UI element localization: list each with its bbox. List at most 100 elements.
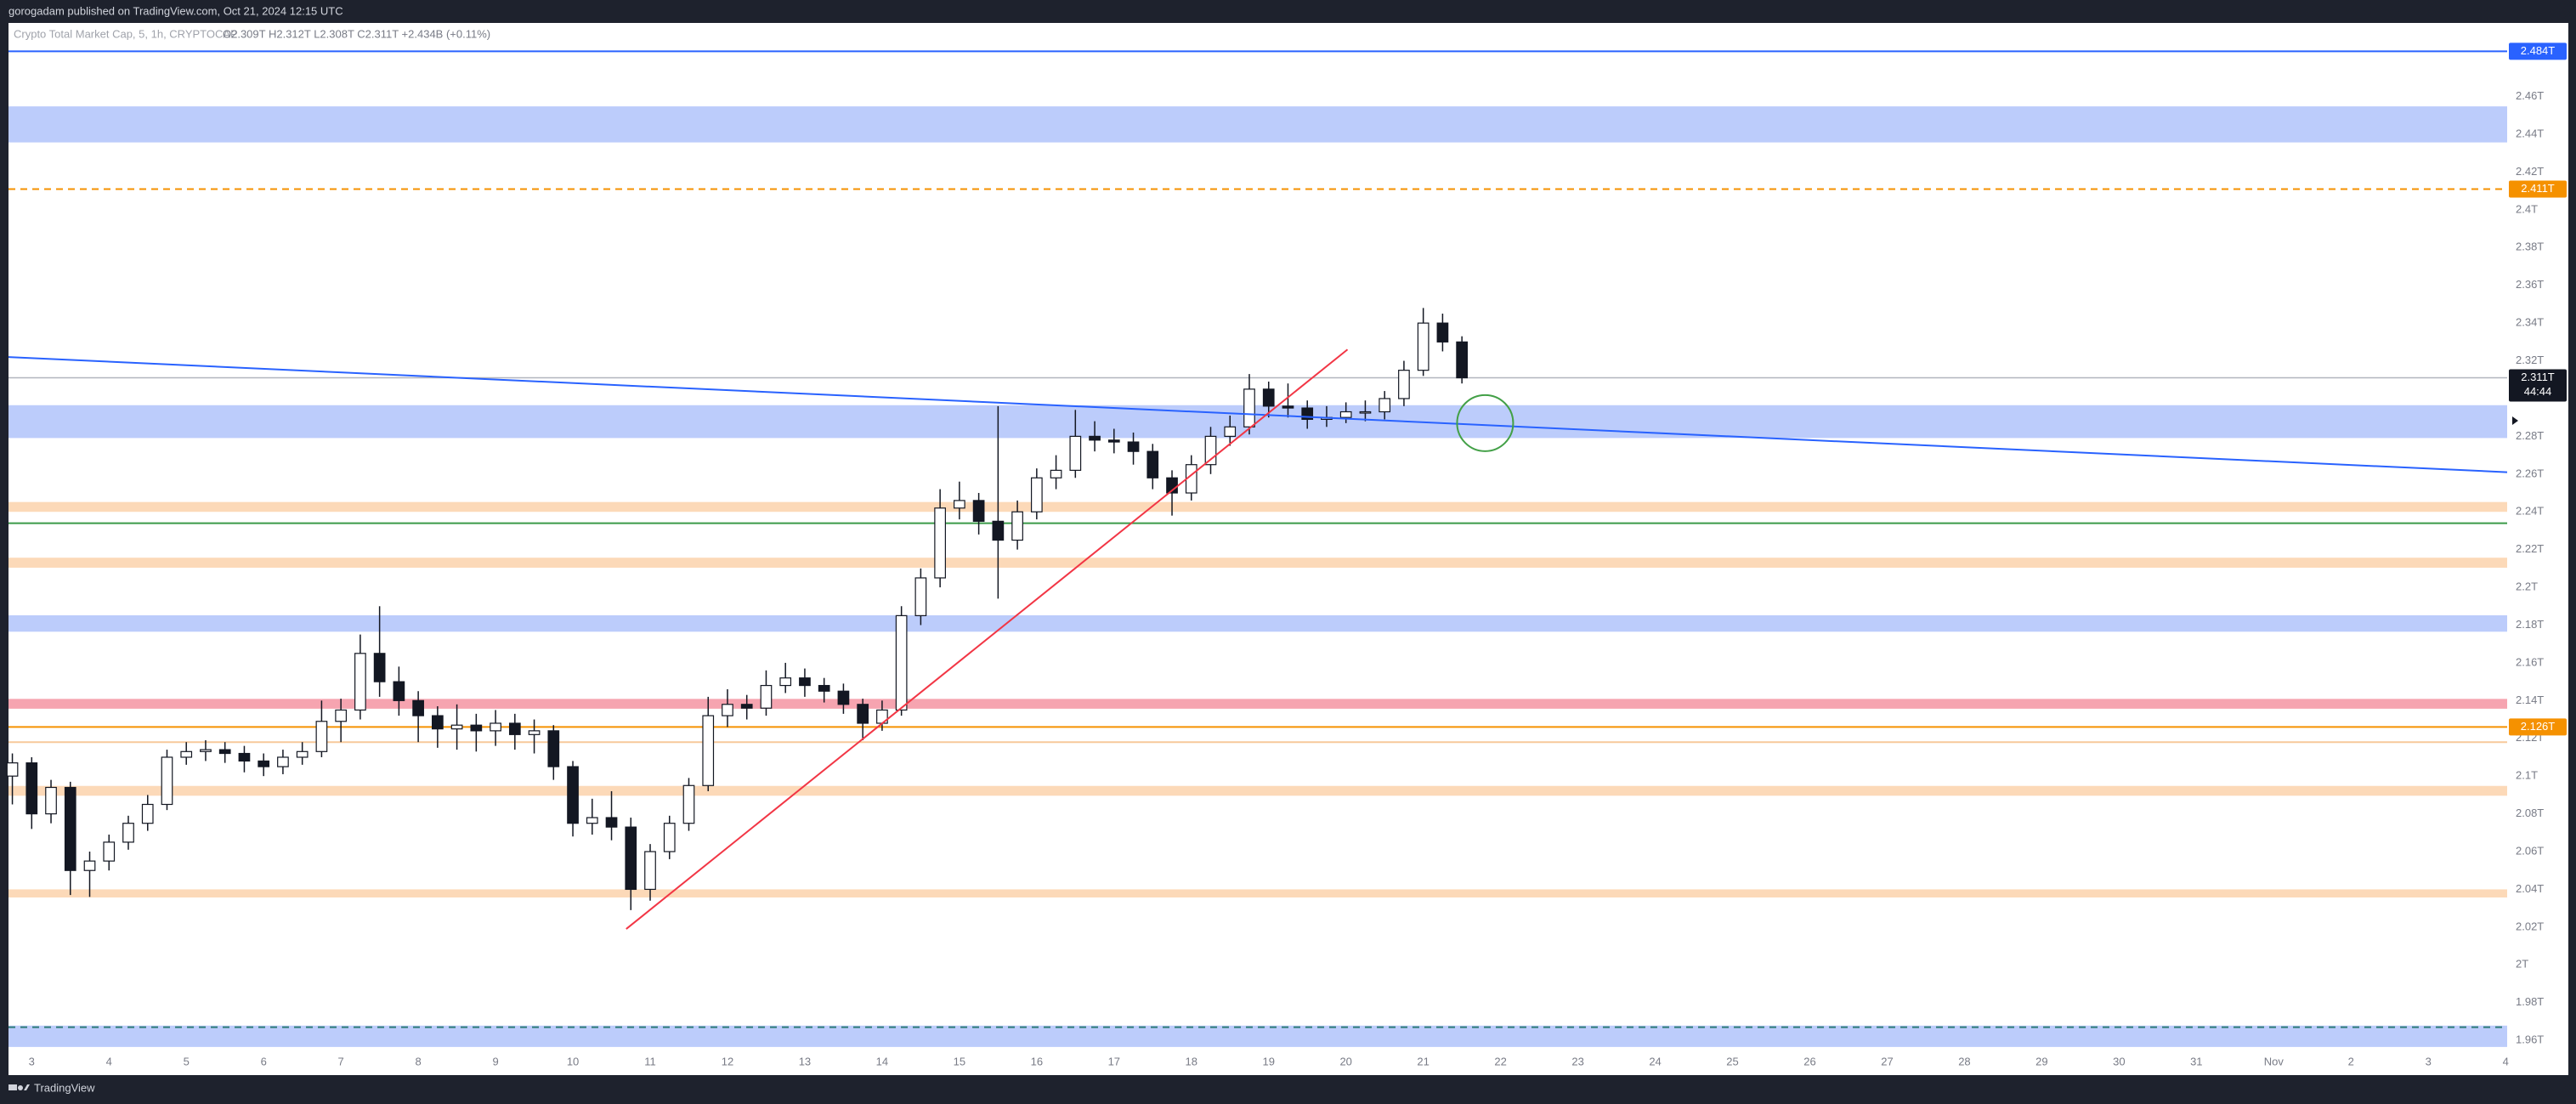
y-tick-label: 2.06T xyxy=(2516,844,2544,857)
scroll-arrow xyxy=(2512,416,2518,425)
chart-title: Crypto Total Market Cap, 5, 1h, CRYPTOCA… xyxy=(14,27,238,40)
candle-body xyxy=(605,817,618,828)
candle-body xyxy=(1398,370,1410,399)
candle-body xyxy=(25,762,38,815)
candle-body xyxy=(567,766,579,824)
candle-body xyxy=(644,851,656,891)
candle-body xyxy=(1243,388,1255,427)
candle-body xyxy=(432,715,444,730)
x-tick-label: 12 xyxy=(722,1055,733,1067)
x-tick-label: 3 xyxy=(29,1055,35,1067)
brand-logo xyxy=(8,1084,30,1090)
x-tick-label: 31 xyxy=(2190,1055,2202,1067)
candle-body xyxy=(6,762,19,777)
candle-body xyxy=(1030,477,1043,512)
candle-body xyxy=(740,704,753,709)
candle-body xyxy=(296,750,309,758)
candle-body xyxy=(914,577,927,616)
candle-body xyxy=(103,841,116,862)
price-label-box xyxy=(2509,718,2567,736)
candle-body xyxy=(277,756,289,767)
candle-body xyxy=(218,749,231,755)
candle-body xyxy=(1011,511,1023,541)
candle-body xyxy=(258,760,270,767)
candle-body xyxy=(450,724,463,730)
x-tick-label: 17 xyxy=(1108,1055,1120,1067)
candle-body xyxy=(1456,341,1469,379)
candle-body xyxy=(818,684,830,692)
zone xyxy=(8,785,2507,796)
candle-body xyxy=(1417,322,1430,371)
y-tick-label: 2.36T xyxy=(2516,278,2544,291)
y-tick-label: 2.08T xyxy=(2516,807,2544,819)
y-tick-label: 1.98T xyxy=(2516,995,2544,1008)
x-tick-label: 7 xyxy=(338,1055,344,1067)
candle-body xyxy=(1339,410,1352,418)
x-tick-label: 10 xyxy=(567,1055,579,1067)
candle-body xyxy=(954,500,965,509)
candle-body xyxy=(682,784,695,824)
y-tick-label: 2.1T xyxy=(2516,769,2538,782)
x-tick-label: 16 xyxy=(1031,1055,1043,1067)
x-tick-label: 15 xyxy=(954,1055,965,1067)
candle-body xyxy=(141,803,154,824)
candle-body xyxy=(64,786,76,871)
y-tick-label: 2.02T xyxy=(2516,920,2544,932)
zone xyxy=(8,614,2507,632)
x-tick-label: 8 xyxy=(415,1055,421,1067)
candle-body xyxy=(122,823,134,843)
y-tick-label: 2.2T xyxy=(2516,580,2538,593)
y-tick-label: 2.44T xyxy=(2516,127,2544,139)
y-tick-label: 2.42T xyxy=(2516,165,2544,178)
candle-body xyxy=(857,704,869,724)
candle-body xyxy=(799,677,811,687)
candle-body xyxy=(972,500,985,522)
x-tick-label: 20 xyxy=(1339,1055,1351,1067)
last-price-box xyxy=(2509,369,2567,402)
candle-body xyxy=(1050,469,1062,478)
candle-body xyxy=(528,730,541,735)
highlight-circle xyxy=(1456,393,1514,452)
publisher: gorogadam published on TradingView.com, … xyxy=(8,4,343,17)
y-tick-label: 2.38T xyxy=(2516,241,2544,253)
candle-body xyxy=(83,860,96,871)
trendline xyxy=(626,348,1349,930)
price-label: 2.126T xyxy=(2521,720,2556,733)
x-tick-label: 27 xyxy=(1881,1055,1893,1067)
zone xyxy=(8,501,2507,512)
price-label-box xyxy=(2509,180,2567,198)
x-tick-label: 23 xyxy=(1571,1055,1583,1067)
x-tick-label: 11 xyxy=(644,1055,656,1067)
y-tick-label: 2.22T xyxy=(2516,542,2544,555)
candle-body xyxy=(335,709,348,722)
candle-body xyxy=(895,614,908,711)
candle-body xyxy=(1146,450,1159,478)
candle-body xyxy=(1127,441,1140,452)
candle-body xyxy=(586,817,598,824)
candle-body xyxy=(200,749,212,752)
y-tick-label: 2.14T xyxy=(2516,694,2544,706)
ohlc-legend: O2.309T H2.312T L2.308T C2.311T +2.434B … xyxy=(223,27,490,40)
candle-body xyxy=(625,826,637,891)
candle-body xyxy=(1436,322,1449,343)
x-tick-label: 25 xyxy=(1726,1055,1738,1067)
last-price-label: 2.311T xyxy=(2521,371,2555,383)
candle-body xyxy=(779,677,792,687)
candle-body xyxy=(992,520,1005,541)
candle-body xyxy=(161,756,173,806)
price-label: 2.484T xyxy=(2521,44,2556,57)
candle-body xyxy=(702,715,715,786)
x-tick-label: 18 xyxy=(1186,1055,1197,1067)
candle-body xyxy=(238,752,251,762)
x-tick-label: 4 xyxy=(106,1055,112,1067)
y-tick-label: 2.32T xyxy=(2516,354,2544,366)
candle-body xyxy=(722,704,733,716)
candle-body xyxy=(1107,439,1120,443)
candle-body xyxy=(934,507,946,579)
chart-background xyxy=(8,23,2568,1075)
candle-body xyxy=(354,653,366,711)
price-label-box xyxy=(2509,42,2567,60)
candle-body xyxy=(373,653,386,682)
candle-body xyxy=(1262,388,1275,407)
